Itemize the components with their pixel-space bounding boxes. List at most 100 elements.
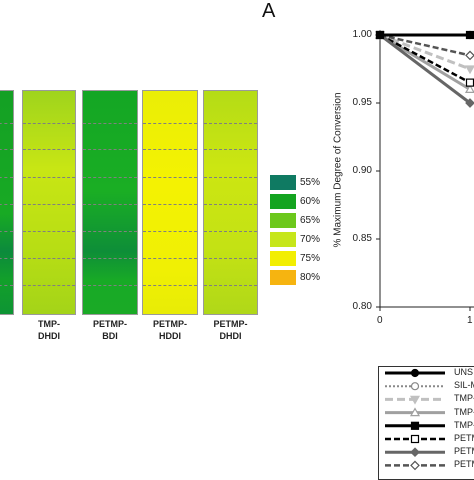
- series-line-group: [375, 30, 474, 40]
- legend-entry-label: SIL-M: [454, 380, 474, 391]
- heatmap-gridline: [204, 258, 257, 259]
- heatmap-gridline: [83, 285, 137, 286]
- series-line-group: [374, 31, 474, 75]
- heatmap-gridline: [143, 149, 197, 150]
- data-point: [375, 30, 385, 40]
- data-point: [410, 460, 420, 471]
- legend-marker-group: [410, 460, 420, 471]
- heatmap-gridline: [204, 231, 257, 232]
- data-point: [410, 368, 420, 378]
- heatmap-gridline: [143, 258, 197, 259]
- legend-marker-group: [410, 382, 420, 391]
- legend-marker-group: [410, 421, 420, 430]
- series-line: [379, 33, 471, 105]
- heatmap-gridline: [83, 204, 137, 205]
- heatmap-key-label: 55%: [300, 177, 321, 188]
- data-point: [374, 29, 386, 39]
- line-legend: UNS SIL-M TMP- TMP- TMP- PETM PETM PETM: [378, 366, 474, 480]
- heatmap-gridline: [0, 204, 13, 205]
- data-point: [375, 30, 385, 40]
- heatmap-gridline: [143, 285, 197, 286]
- legend-entry-label: PETM: [454, 433, 474, 443]
- heatmap-column-label: PETMP- HDDI: [152, 319, 187, 341]
- heatmap-gridline: [23, 285, 75, 286]
- heatmap-key-label: 80%: [300, 272, 321, 283]
- heatmap-key-label: 70%: [300, 234, 321, 245]
- series-line-group: [375, 30, 474, 40]
- data-point: [464, 65, 474, 75]
- heatmap-gridline: [83, 231, 137, 232]
- data-point: [465, 30, 474, 40]
- legend-marker-group: [409, 395, 421, 405]
- legend-marker-group: [410, 434, 420, 444]
- heatmap-gridline: [0, 231, 13, 232]
- heatmap-gridline: [0, 285, 13, 286]
- heatmap-gridline: [0, 258, 13, 259]
- heatmap-gridline: [83, 258, 137, 259]
- data-point: [465, 50, 474, 61]
- heatmap-column: [82, 90, 138, 315]
- heatmap-gridline: [83, 177, 137, 178]
- heatmap-gridline: [23, 177, 75, 178]
- heatmap-gridline: [23, 204, 75, 205]
- heatmap-column: [0, 90, 14, 315]
- data-point: [375, 30, 385, 40]
- heatmap-gridline: [83, 149, 137, 150]
- y-tick-label: 0.90: [352, 165, 372, 176]
- series-line: [379, 33, 471, 91]
- data-point: [409, 395, 421, 405]
- legend-entry-label: UNS: [454, 367, 474, 377]
- heatmap-key-swatch: [270, 270, 296, 285]
- series-line: [379, 33, 471, 57]
- legend-entry-label: PETM: [454, 459, 474, 470]
- heatmap-column-label: TMP- DHDI: [38, 319, 60, 341]
- series-line: [379, 33, 471, 71]
- heatmap-gridline: [204, 123, 257, 124]
- data-point: [410, 447, 420, 458]
- heatmap-column-label: PETMP- DHDI: [213, 319, 248, 341]
- heatmap-gridline: [204, 177, 257, 178]
- data-point: [465, 78, 474, 87]
- heatmap-key-label: 75%: [300, 253, 321, 264]
- heatmap-gridline: [0, 177, 13, 178]
- data-point: [409, 407, 421, 417]
- x-tick-label: 0: [377, 315, 383, 326]
- y-tick-label: 1.00: [352, 29, 372, 40]
- legend-marker-group: [410, 368, 420, 378]
- series-line-group: [375, 30, 474, 87]
- heatmap-gridline: [23, 258, 75, 259]
- data-point: [410, 434, 420, 444]
- heatmap-gridline: [143, 123, 197, 124]
- heatmap-gridline: [23, 123, 75, 124]
- data-point: [465, 30, 474, 40]
- data-point: [375, 30, 385, 40]
- series-line: [379, 33, 471, 84]
- heatmap-gridline: [0, 149, 13, 150]
- legend-marker-group: [409, 407, 421, 417]
- legend-entry-label: TMP-: [454, 419, 474, 430]
- heatmap-gridline: [143, 231, 197, 232]
- data-point: [374, 31, 386, 41]
- data-point: [465, 98, 474, 108]
- heatmap-gridline: [143, 204, 197, 205]
- data-point: [375, 30, 385, 40]
- heatmap-gridline: [204, 149, 257, 150]
- legend-entry-label: TMP-: [454, 393, 474, 404]
- heatmap-column: [22, 90, 76, 315]
- x-tick-label: 1: [467, 315, 473, 326]
- heatmap-gridline: [23, 231, 75, 232]
- heatmap-gridline: [204, 285, 257, 286]
- heatmap-key-swatch: [270, 251, 296, 266]
- heatmap-column-label: PETMP- BDI: [92, 319, 127, 341]
- heatmap-key-label: 65%: [300, 215, 321, 226]
- series-line-group: [375, 30, 474, 108]
- data-point: [410, 421, 420, 430]
- y-tick-label: 0.85: [352, 233, 372, 244]
- legend-entry-label: TMP-: [454, 406, 474, 417]
- y-tick-label: 0.80: [352, 301, 372, 312]
- heatmap-gridline: [0, 123, 13, 124]
- heatmap-gridline: [83, 123, 137, 124]
- heatmap-gridline: [23, 149, 75, 150]
- data-point: [375, 30, 385, 40]
- heatmap-key-swatch: [270, 175, 296, 190]
